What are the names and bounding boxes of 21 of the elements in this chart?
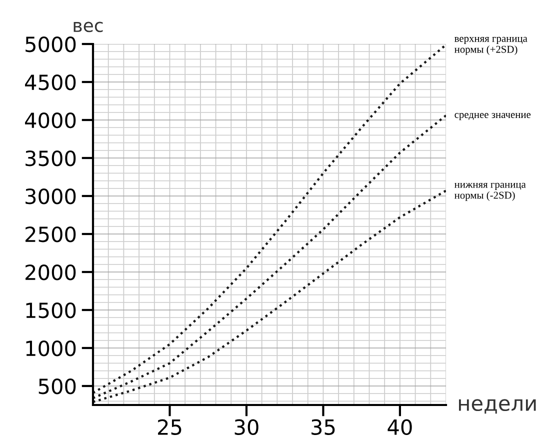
x-tick-label: 35	[312, 419, 335, 436]
y-tick-label: 3000	[26, 188, 76, 204]
series-label: среднее значение	[454, 113, 531, 120]
y-tick-label: 4000	[25, 112, 76, 128]
x-tick-label: 40	[388, 419, 412, 436]
y-tick-label: 2000	[26, 264, 76, 280]
x-tick-label: 25	[158, 419, 182, 436]
line-series	[93, 114, 446, 400]
line-series	[93, 44, 446, 394]
x-axis-title: недели	[459, 399, 536, 414]
y-tick-label: 2500	[26, 226, 76, 242]
y-tick-label: 1000	[26, 340, 76, 356]
y-tick-label: 4500	[25, 74, 76, 90]
series-label: верхняя граница нормы (+2SD)	[454, 36, 528, 55]
y-tick-label: 3500	[26, 150, 76, 166]
y-tick-label: 500	[38, 378, 76, 394]
x-tick-label: 30	[234, 419, 258, 436]
y-tick-label: 1500	[26, 302, 76, 318]
series-label: нижняя граница нормы (-2SD)	[454, 182, 526, 201]
y-tick-label: 5000	[26, 36, 76, 52]
y-axis-title: вес	[74, 22, 103, 32]
